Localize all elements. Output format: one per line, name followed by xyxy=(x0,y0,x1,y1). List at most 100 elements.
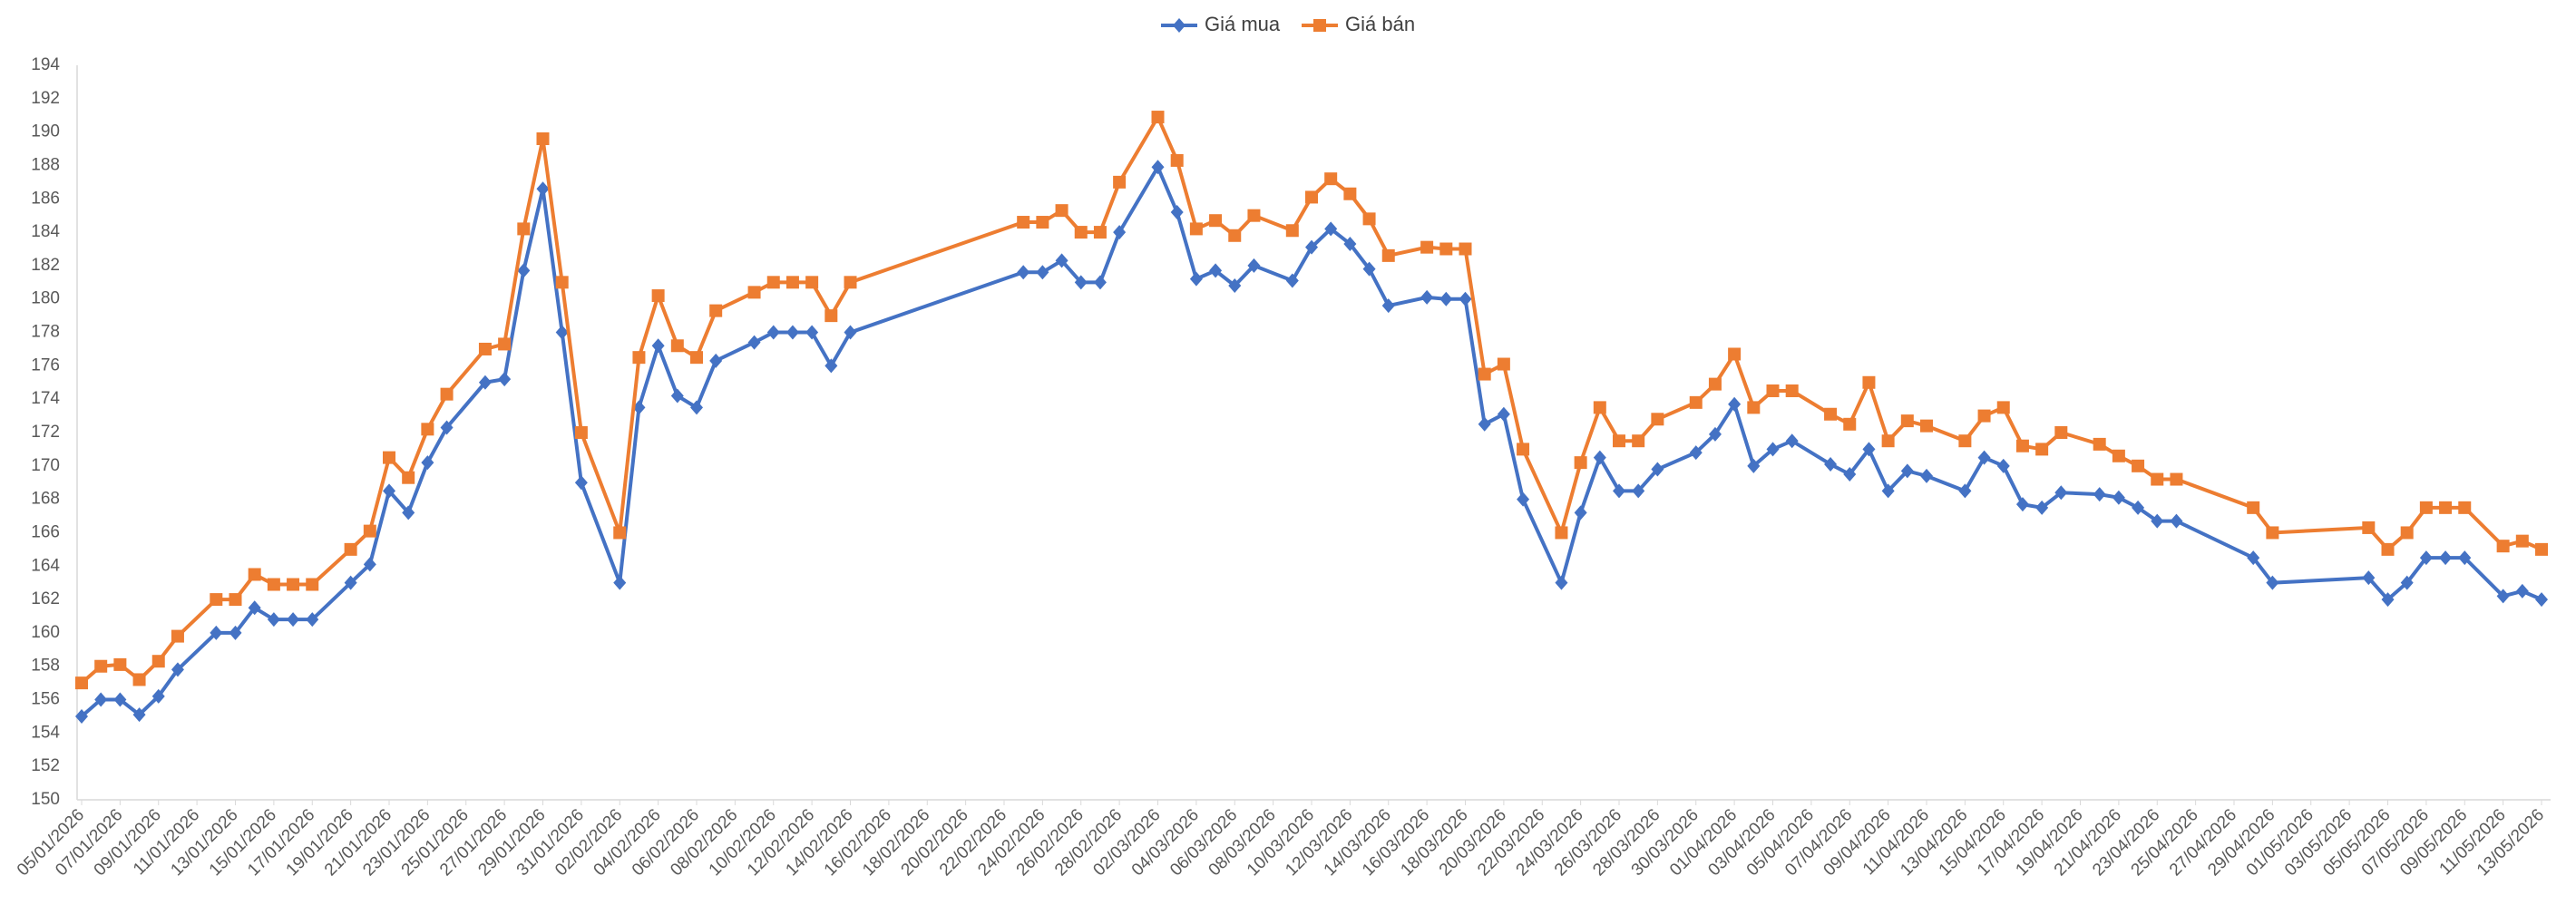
point xyxy=(229,625,242,640)
point xyxy=(478,342,492,355)
point xyxy=(1593,401,1606,414)
point xyxy=(2266,575,2279,590)
point xyxy=(421,423,434,436)
point xyxy=(805,325,819,340)
point xyxy=(690,400,703,415)
point xyxy=(1747,401,1761,414)
point xyxy=(670,388,684,404)
point xyxy=(2362,570,2376,586)
point xyxy=(536,181,550,197)
point xyxy=(1766,384,1780,397)
point xyxy=(1920,419,1933,433)
point xyxy=(1651,413,1664,426)
point xyxy=(1189,271,1203,287)
point xyxy=(210,593,223,607)
point xyxy=(306,578,319,591)
point xyxy=(2266,526,2279,540)
point xyxy=(287,612,300,628)
point xyxy=(2381,542,2395,556)
point xyxy=(113,657,127,671)
point xyxy=(287,578,300,591)
point xyxy=(383,451,395,464)
point xyxy=(766,276,780,289)
y-tick-label: 176 xyxy=(31,355,60,375)
point xyxy=(1247,209,1261,222)
point xyxy=(670,339,684,353)
point xyxy=(2151,472,2164,486)
point xyxy=(1517,443,1530,456)
point xyxy=(805,276,819,289)
point xyxy=(1766,442,1780,457)
point xyxy=(1113,175,1127,189)
point xyxy=(1324,221,1338,237)
point xyxy=(1170,153,1184,167)
point xyxy=(1900,463,1914,479)
point xyxy=(2458,550,2472,566)
point xyxy=(555,325,569,340)
y-tick-label: 168 xyxy=(31,490,60,509)
point xyxy=(1459,291,1472,307)
point xyxy=(1362,212,1376,226)
point xyxy=(383,483,395,499)
point xyxy=(267,578,280,591)
point xyxy=(402,471,415,484)
point xyxy=(151,688,165,704)
point xyxy=(2093,487,2106,502)
point xyxy=(75,708,88,724)
point xyxy=(2419,550,2433,566)
point xyxy=(1439,242,1453,256)
point xyxy=(2247,501,2260,514)
point xyxy=(2439,550,2453,566)
point xyxy=(1574,456,1587,470)
point xyxy=(2496,540,2510,553)
point xyxy=(1593,450,1606,465)
point xyxy=(1958,483,1972,499)
point xyxy=(709,304,723,317)
point xyxy=(1881,483,1895,499)
point xyxy=(1151,160,1165,175)
point xyxy=(1381,248,1395,262)
legend-marker xyxy=(1313,19,1326,32)
point xyxy=(2054,426,2068,439)
point xyxy=(402,505,415,521)
point xyxy=(248,600,261,616)
point xyxy=(1785,433,1799,449)
point xyxy=(94,659,108,673)
point xyxy=(1708,377,1722,391)
point xyxy=(1324,172,1338,186)
point xyxy=(248,568,261,581)
y-tick-label: 182 xyxy=(31,256,60,275)
point xyxy=(1017,265,1030,280)
series-line xyxy=(80,112,2542,685)
point xyxy=(498,372,512,387)
point xyxy=(2400,526,2414,540)
point xyxy=(1728,347,1742,361)
y-tick-label: 166 xyxy=(31,522,60,541)
y-tick-label: 154 xyxy=(31,723,60,742)
point xyxy=(2151,513,2164,529)
point xyxy=(690,351,703,365)
legend-label: Giá bán xyxy=(1345,13,1415,35)
point xyxy=(1613,483,1625,499)
point xyxy=(1439,291,1453,307)
point xyxy=(2112,490,2125,505)
point xyxy=(517,222,531,236)
point xyxy=(1843,467,1857,482)
point xyxy=(1824,407,1838,421)
point xyxy=(210,625,223,640)
point xyxy=(844,325,857,340)
point xyxy=(2132,500,2145,515)
y-tick-label: 194 xyxy=(31,55,60,74)
point xyxy=(1920,468,1933,483)
point xyxy=(1900,414,1914,428)
point xyxy=(229,593,242,607)
point xyxy=(2170,472,2183,486)
point xyxy=(2170,513,2183,529)
point xyxy=(1305,239,1318,255)
point xyxy=(1555,526,1568,540)
point xyxy=(574,475,588,491)
point xyxy=(1689,445,1703,461)
point xyxy=(1093,275,1107,290)
point xyxy=(1689,395,1703,409)
